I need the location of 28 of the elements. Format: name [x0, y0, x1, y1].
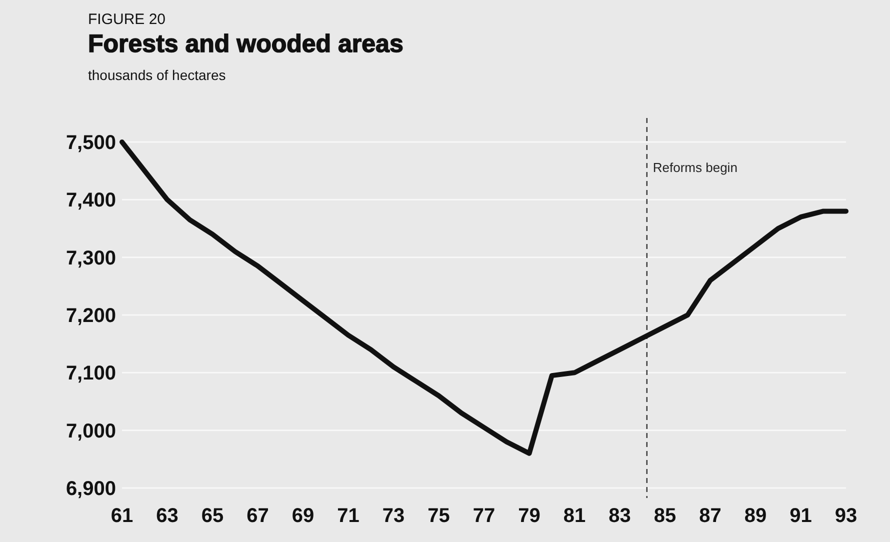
x-tick-label: 81	[563, 505, 586, 527]
chart-subtitle: thousands of hectares	[88, 67, 226, 83]
y-tick-label: 7,400	[66, 190, 116, 212]
x-tick-label: 73	[382, 505, 405, 527]
caption: FIGURE 20	[88, 11, 166, 28]
x-tick-label: 83	[608, 505, 631, 527]
x-tick-label: 71	[337, 505, 360, 527]
chart-title: Forests and wooded areas	[88, 30, 404, 58]
x-tick-label: 65	[201, 505, 224, 527]
ref-line-label: Reforms begin	[652, 160, 738, 175]
x-tick-label: 77	[472, 505, 496, 527]
y-tick-label: 7,300	[66, 247, 116, 270]
x-tick-label: 89	[744, 505, 767, 527]
y-tick-label: 7,000	[66, 420, 116, 442]
x-tick-label: 79	[518, 505, 540, 527]
x-tick-label: 67	[246, 505, 269, 527]
x-tick-label: 91	[790, 505, 812, 527]
y-tick-label: 7,100	[66, 362, 116, 385]
x-tick-label: 85	[654, 505, 676, 527]
y-tick-label: 6,900	[66, 478, 116, 500]
x-tick-label: 69	[292, 505, 314, 527]
x-tick-label: 63	[156, 505, 178, 527]
y-tick-label: 7,200	[66, 305, 116, 327]
x-tick-label: 87	[699, 505, 722, 527]
y-tick-label: 7,500	[66, 132, 116, 154]
x-tick-label: 75	[428, 505, 450, 527]
x-tick-label: 93	[834, 505, 858, 527]
x-tick-label: 61	[110, 505, 134, 527]
